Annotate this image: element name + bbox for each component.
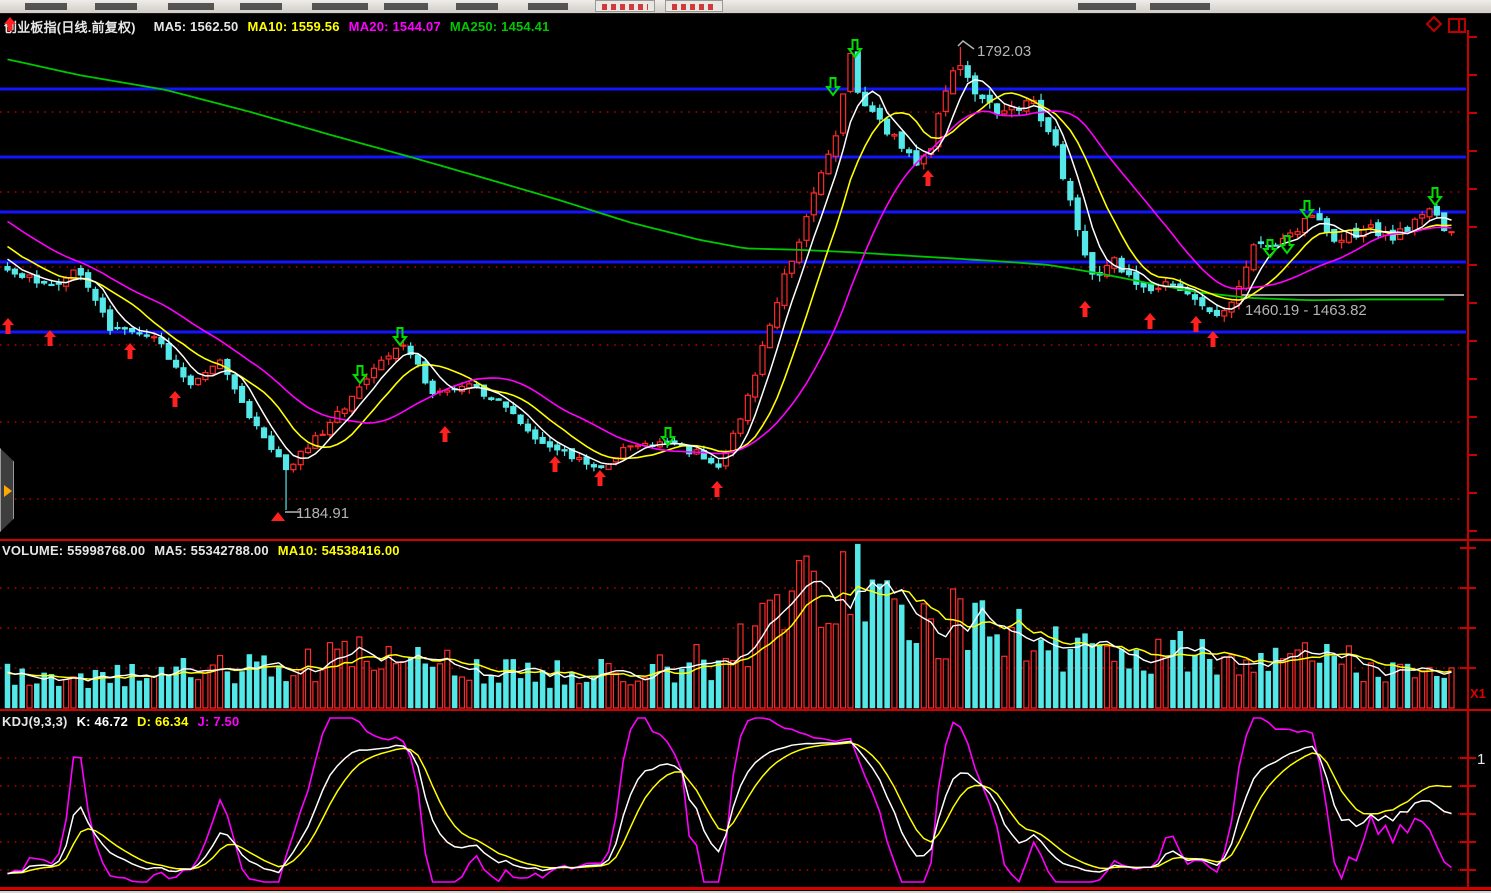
kdj-j-readout: J: 7.50 [197,714,240,729]
menubar-button-1-label [602,4,648,10]
volume-ma10-readout: MA10: 54538416.00 [277,543,400,558]
menubar-item-truncated[interactable] [384,3,428,10]
ma5-readout: MA5: 1562.50 [153,19,239,34]
candlestick-layer [4,47,1455,510]
ma10-line [7,92,1452,460]
expand-arrow-icon [4,485,12,497]
menubar-item-truncated[interactable] [1078,3,1136,10]
ma20-readout: MA20: 1544.07 [348,19,441,34]
volume-readout: VOLUME: 55998768.00 [2,543,146,558]
menubar-item-truncated[interactable] [168,3,214,10]
menubar-item-truncated[interactable] [25,3,67,10]
sell-arrow-marker [1262,239,1278,259]
sell-arrow-marker [352,365,368,385]
ma10-readout: MA10: 1559.56 [247,19,340,34]
annotation-high-price: 1792.03 [977,43,1032,60]
menubar-button-2-label [672,4,716,10]
annotation-support-range: 1460.19 - 1463.82 [1245,302,1367,319]
low-triangle-marker [271,512,285,521]
menubar-item-truncated[interactable] [528,3,568,10]
buy-arrow-marker [124,343,136,359]
menubar-item-truncated[interactable] [456,3,498,10]
ma250-readout: MA250: 1454.41 [449,19,550,34]
buy-arrow-marker [549,456,561,472]
buy-arrow-marker [922,170,934,186]
kdj-d-line [7,742,1452,875]
kdj-d-readout: D: 66.34 [137,714,189,729]
diamond-icon[interactable] [1425,15,1443,33]
instrument-title: 创业板指(日线.前复权) [4,20,136,35]
panel-tool-icons [1425,15,1466,33]
volume-ma5-line [7,580,1452,682]
sidebar-expand-handle[interactable] [0,448,14,532]
kdj-header: KDJ(9,3,3) K: 46.72 D: 66.34 J: 7.50 [2,714,239,729]
menubar-item-truncated[interactable] [95,3,137,10]
split-pane-icon[interactable] [1448,18,1466,33]
kdj-j-line [7,717,1453,884]
menubar[interactable] [0,0,1491,14]
buy-arrow-marker [711,481,723,497]
sell-arrow-marker [660,427,676,447]
kdj-k-readout: K: 46.72 [76,714,129,729]
sell-arrow-marker [847,39,863,59]
kdj-label: KDJ(9,3,3) [2,714,68,729]
sell-arrow-marker [392,327,408,347]
buy-arrow-marker [594,470,606,486]
menubar-item-truncated[interactable] [1150,3,1210,10]
menubar-item-truncated[interactable] [240,3,282,10]
ma250-line [7,58,1445,302]
volume-header: VOLUME: 55998768.00 MA5: 55342788.00 MA1… [2,543,400,558]
sell-arrow-marker [1279,235,1295,255]
volume-ma5-readout: MA5: 55342788.00 [154,543,269,558]
annotation-low-price: 1184.91 [296,505,350,522]
volume-layer [4,543,1455,709]
buy-arrow-marker [44,330,56,346]
buy-arrow-marker [169,391,181,407]
frame-layer [0,30,1491,890]
buy-arrow-marker [1079,301,1091,317]
ma20-line [7,110,1452,455]
menubar-button-1[interactable] [595,0,655,12]
signal-markers [2,39,1443,521]
bottom-window-edge [0,891,1491,893]
sell-arrow-marker [1299,200,1315,220]
kdj-k-line [7,740,1452,875]
buy-arrow-marker [439,426,451,442]
volume-scale-label: X1 [1470,686,1486,701]
grid-lines [0,111,1465,871]
buy-arrow-marker [1207,331,1219,347]
sell-arrow-marker [1427,187,1443,207]
sell-arrow-marker [825,77,841,97]
menubar-button-2[interactable] [665,0,723,12]
main-chart-header: 创业板指(日线.前复权) MA5: 1562.50 MA10: 1559.56 … [4,17,550,36]
buy-arrow-marker [2,318,14,334]
ma5-line [7,78,1452,465]
menubar-item-truncated[interactable] [312,3,368,10]
buy-arrow-marker [1144,313,1156,329]
high-leader-line [957,40,975,50]
kdj-axis-label: 1 [1477,751,1486,768]
volume-ma10-line [7,585,1452,680]
buy-arrow-marker [1190,316,1202,332]
horizontal-price-lines [0,87,1466,334]
